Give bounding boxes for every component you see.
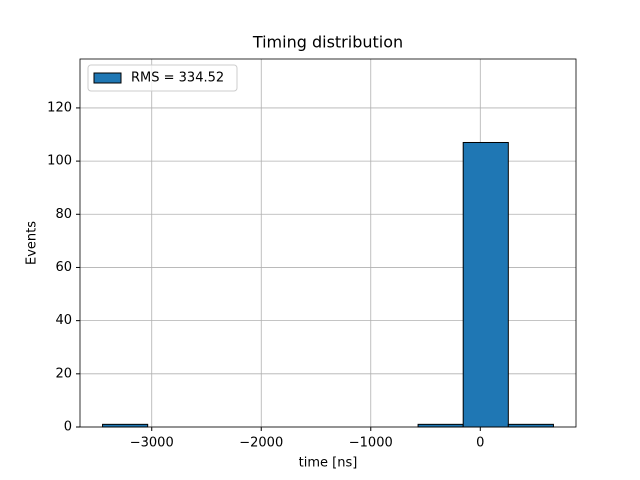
x-tick-label: −3000 — [130, 436, 174, 451]
x-tick-label: 0 — [476, 436, 484, 451]
plot-frame — [79, 58, 577, 428]
y-tick-label: 100 — [47, 154, 72, 169]
y-tick-label: 120 — [47, 100, 72, 115]
chart-title: Timing distribution — [252, 33, 403, 52]
y-tick-label: 40 — [55, 313, 72, 328]
y-axis-label: Events — [25, 221, 40, 265]
y-tick-label: 20 — [55, 366, 72, 381]
x-axis-label: time [ns] — [299, 456, 358, 471]
histogram-bar — [462, 141, 509, 428]
x-tick-label: −1000 — [349, 436, 393, 451]
x-tick-label: −2000 — [239, 436, 283, 451]
y-tick-label: 60 — [55, 260, 72, 275]
legend-swatch — [93, 72, 122, 84]
legend-box — [87, 64, 238, 92]
y-tick-label: 0 — [64, 420, 72, 435]
legend-label: RMS = 334.52 — [131, 71, 224, 86]
y-tick-label: 80 — [55, 207, 72, 222]
